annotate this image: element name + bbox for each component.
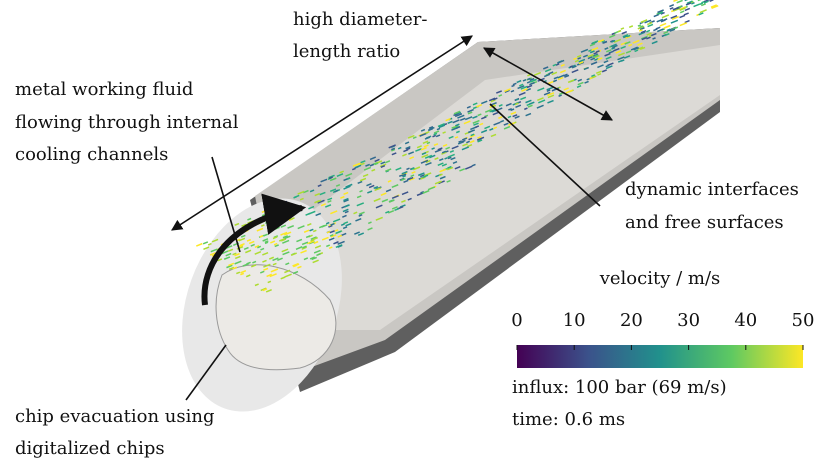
particle	[680, 11, 684, 13]
particle	[710, 0, 714, 1]
particle	[686, 3, 691, 5]
particle	[621, 28, 624, 29]
annotation: length ratio	[293, 41, 400, 62]
particle	[670, 8, 673, 9]
particle	[700, 10, 707, 13]
particle	[694, 4, 700, 7]
particle	[684, 13, 689, 15]
colorbar-tick-label: 50	[792, 310, 815, 331]
colorbar-tick-label: 20	[620, 310, 643, 331]
annotation: metal working fluid	[15, 79, 193, 100]
colorbar-tick-label: 40	[734, 310, 757, 331]
particle	[638, 25, 641, 26]
particle	[203, 242, 208, 244]
colorbar	[517, 345, 803, 368]
particle	[680, 15, 685, 17]
annotation: dynamic interfaces	[625, 179, 799, 200]
annotation: flowing through internal	[15, 112, 239, 133]
colorbar-tick-label: 0	[511, 310, 522, 331]
particle	[699, 13, 704, 15]
particle	[677, 0, 683, 2]
annotation: chip evacuation using	[15, 406, 214, 427]
info-text: time: 0.6 ms	[512, 409, 625, 430]
particle	[685, 21, 690, 23]
particle	[622, 32, 627, 34]
annotation: cooling channels	[15, 144, 168, 165]
colorbar-tick-label: 30	[677, 310, 700, 331]
particle	[629, 26, 633, 27]
colorbar-tick-label: 10	[563, 310, 586, 331]
particle	[660, 23, 666, 25]
particle	[196, 244, 202, 246]
colorbar-label: velocity / m/s	[599, 268, 721, 289]
particle	[656, 27, 660, 29]
particle	[671, 20, 678, 23]
particle	[685, 0, 691, 1]
particle	[698, 0, 705, 1]
particle	[646, 30, 649, 31]
particle	[673, 0, 677, 1]
particle	[664, 26, 671, 29]
annotation: high diameter-	[293, 9, 428, 30]
particle	[647, 23, 652, 25]
particle	[680, 23, 687, 26]
annotation: digitalized chips	[15, 438, 165, 459]
figure: high diameter- length ratio metal workin…	[0, 0, 832, 463]
annotation: and free surfaces	[625, 212, 784, 233]
particle	[700, 3, 703, 4]
colorbar-ticks: 0 10 20 30 40 50	[511, 310, 814, 350]
particle	[662, 15, 669, 18]
info-text: influx: 100 bar (69 m/s)	[512, 377, 727, 398]
particle	[654, 15, 659, 17]
particle	[639, 30, 642, 31]
particle	[669, 5, 673, 7]
